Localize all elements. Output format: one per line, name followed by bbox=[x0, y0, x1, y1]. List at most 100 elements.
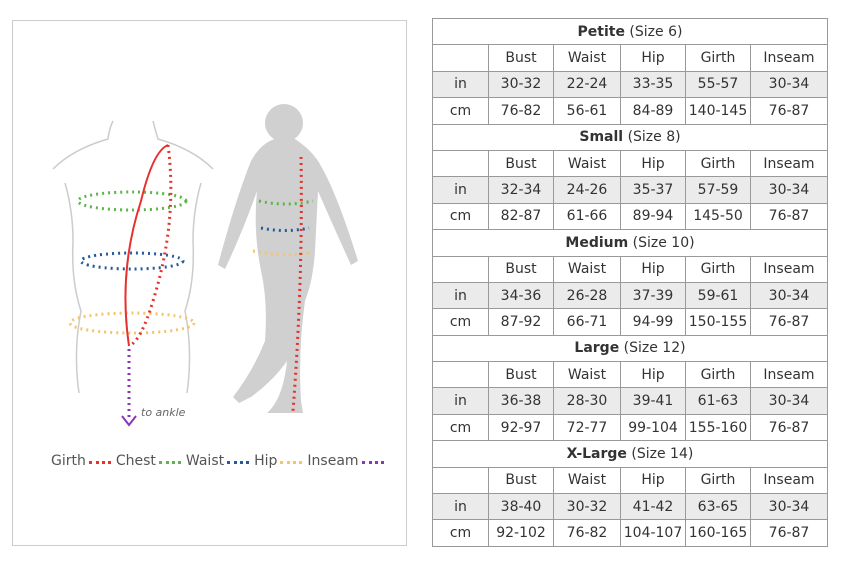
legend: Girth Chest Waist Hip Inseam bbox=[51, 453, 389, 469]
data-cell: 150-155 bbox=[685, 308, 751, 336]
column-header: Hip bbox=[620, 149, 686, 178]
data-cell: 61-63 bbox=[685, 387, 751, 415]
column-header: Inseam bbox=[750, 255, 828, 283]
data-cell: 72-77 bbox=[553, 413, 621, 442]
column-header: Bust bbox=[488, 466, 554, 495]
data-cell: 92-97 bbox=[488, 413, 554, 442]
data-cell: 34-36 bbox=[488, 281, 554, 310]
column-header: Hip bbox=[620, 466, 686, 495]
unit-cell: cm bbox=[432, 97, 489, 125]
data-row: cm 87-92 66-71 94-99 150-155 76-87 bbox=[432, 308, 828, 336]
legend-label: Hip bbox=[254, 453, 278, 469]
data-cell: 37-39 bbox=[620, 281, 686, 310]
section-name: X-Large bbox=[566, 445, 627, 462]
section-size: (Size 12) bbox=[623, 340, 686, 357]
column-header: Waist bbox=[553, 44, 621, 72]
legend-dots bbox=[88, 460, 111, 464]
data-cell: 87-92 bbox=[488, 308, 554, 336]
legend-label: Inseam bbox=[307, 453, 359, 469]
data-cell: 22-24 bbox=[553, 70, 621, 99]
legend-label: Chest bbox=[115, 453, 156, 469]
header-row: Bust Waist Hip Girth Inseam bbox=[432, 149, 828, 178]
illustration: to ankle bbox=[52, 104, 358, 427]
legend-dots bbox=[361, 460, 384, 464]
legend-dots bbox=[158, 460, 181, 464]
column-header: Inseam bbox=[750, 466, 828, 495]
unit-cell: in bbox=[432, 387, 489, 415]
section-title: Small (Size 8) bbox=[432, 123, 828, 151]
section-title-row: Large (Size 12) bbox=[432, 334, 828, 363]
data-cell: 94-99 bbox=[620, 308, 686, 336]
section-name: Medium bbox=[565, 234, 629, 251]
data-cell: 28-30 bbox=[553, 387, 621, 415]
column-header: Hip bbox=[620, 255, 686, 283]
unit-cell: in bbox=[432, 70, 489, 99]
data-cell: 145-50 bbox=[685, 202, 751, 231]
section-name: Large bbox=[574, 340, 620, 357]
data-cell: 36-38 bbox=[488, 387, 554, 415]
column-header: Waist bbox=[553, 466, 621, 495]
header-row: Bust Waist Hip Girth Inseam bbox=[432, 466, 828, 495]
data-cell: 38-40 bbox=[488, 493, 554, 521]
section-name: Petite bbox=[577, 23, 625, 40]
data-cell: 160-165 bbox=[685, 519, 751, 547]
header-row: Bust Waist Hip Girth Inseam bbox=[432, 361, 828, 389]
unit-cell: in bbox=[432, 176, 489, 204]
header-row: Bust Waist Hip Girth Inseam bbox=[432, 44, 828, 72]
column-header: Hip bbox=[620, 44, 686, 72]
data-cell: 24-26 bbox=[553, 176, 621, 204]
column-header: Waist bbox=[553, 255, 621, 283]
data-cell: 99-104 bbox=[620, 413, 686, 442]
data-cell: 104-107 bbox=[620, 519, 686, 547]
data-cell: 39-41 bbox=[620, 387, 686, 415]
blank-cell bbox=[432, 44, 489, 72]
column-header: Girth bbox=[685, 361, 751, 389]
data-cell: 55-57 bbox=[685, 70, 751, 99]
column-header: Bust bbox=[488, 44, 554, 72]
data-cell: 30-34 bbox=[750, 281, 828, 310]
section-title-row: Medium (Size 10) bbox=[432, 229, 828, 257]
column-header: Bust bbox=[488, 255, 554, 283]
data-cell: 35-37 bbox=[620, 176, 686, 204]
data-cell: 76-87 bbox=[750, 97, 828, 125]
section-size: (Size 14) bbox=[631, 445, 694, 462]
legend-label: Waist bbox=[185, 453, 225, 469]
section-size: (Size 8) bbox=[627, 129, 681, 146]
legend-dots bbox=[227, 460, 250, 464]
data-row: in 36-38 28-30 39-41 61-63 30-34 bbox=[432, 387, 828, 415]
blank-cell bbox=[432, 466, 489, 495]
legend-dots bbox=[280, 460, 303, 464]
data-cell: 84-89 bbox=[620, 97, 686, 125]
data-cell: 26-28 bbox=[553, 281, 621, 310]
size-table: Petite (Size 6) Bust Waist Hip Girth Inseam in… bbox=[432, 17, 828, 547]
data-cell: 33-35 bbox=[620, 70, 686, 99]
data-cell: 30-32 bbox=[553, 493, 621, 521]
header-row: Bust Waist Hip Girth Inseam bbox=[432, 255, 828, 283]
legend-label: Girth bbox=[51, 453, 86, 469]
column-header: Inseam bbox=[750, 361, 828, 389]
unit-cell: cm bbox=[432, 202, 489, 231]
unit-cell: cm bbox=[432, 308, 489, 336]
data-row: cm 92-97 72-77 99-104 155-160 76-87 bbox=[432, 413, 828, 442]
data-row: cm 76-82 56-61 84-89 140-145 76-87 bbox=[432, 97, 828, 125]
section-size: (Size 10) bbox=[632, 234, 695, 251]
column-header: Girth bbox=[685, 44, 751, 72]
data-cell: 30-34 bbox=[750, 387, 828, 415]
data-row: in 30-32 22-24 33-35 55-57 30-34 bbox=[432, 70, 828, 99]
section-title-row: X-Large (Size 14) bbox=[432, 440, 828, 468]
data-cell: 32-34 bbox=[488, 176, 554, 204]
unit-cell: in bbox=[432, 281, 489, 310]
section-title: X-Large (Size 14) bbox=[432, 440, 828, 468]
section-title-row: Small (Size 8) bbox=[432, 123, 828, 151]
blank-cell bbox=[432, 255, 489, 283]
annotation: to ankle bbox=[141, 406, 186, 419]
data-cell: 155-160 bbox=[685, 413, 751, 442]
section-name: Small bbox=[579, 129, 624, 146]
blank-cell bbox=[432, 361, 489, 389]
column-header: Inseam bbox=[750, 44, 828, 72]
column-header: Inseam bbox=[750, 149, 828, 178]
section-title-row: Petite (Size 6) bbox=[432, 17, 828, 46]
data-row: in 38-40 30-32 41-42 63-65 30-34 bbox=[432, 493, 828, 521]
data-cell: 76-87 bbox=[750, 519, 828, 547]
